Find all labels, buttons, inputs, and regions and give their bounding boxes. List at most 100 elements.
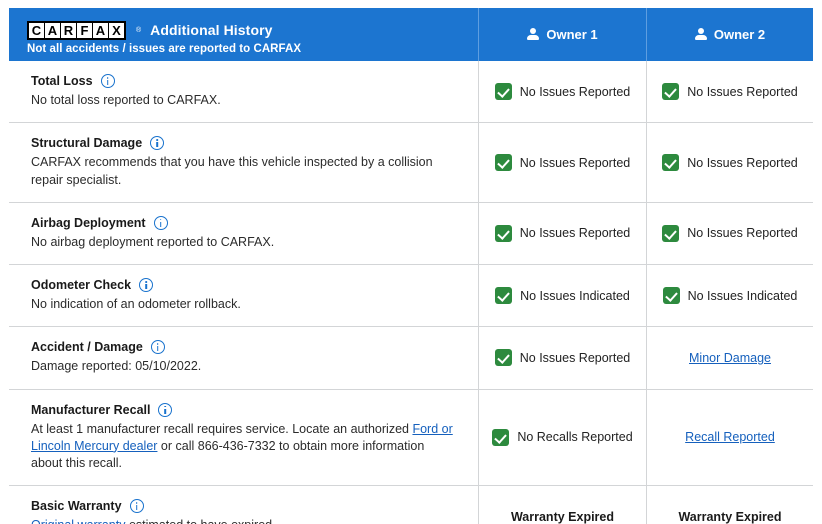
row-description-cell: Basic Warranty Original warranty estimat… — [9, 486, 478, 524]
owner-1-status-cell: No Issues Reported — [478, 123, 646, 202]
row-description: No indication of an odometer rollback. — [31, 297, 241, 311]
row-title: Total Loss — [31, 74, 454, 88]
owner-1-status-cell: Warranty Expired — [478, 486, 646, 524]
info-icon[interactable] — [100, 74, 115, 88]
column-header-owner-2: Owner 2 — [646, 8, 813, 61]
row-title: Basic Warranty — [31, 499, 454, 514]
status-ok: No Issues Reported — [662, 154, 798, 171]
status-label: No Issues Reported — [519, 155, 631, 170]
row-title: Structural Damage — [31, 136, 454, 151]
row-description: Original warranty estimated to have expi… — [31, 517, 454, 524]
status-ok: No Issues Reported — [494, 83, 631, 101]
ford-lincoln-mercury-dealer-link[interactable]: Ford or Lincoln Mercury dealer — [31, 421, 453, 453]
owner-2-status-cell: No Issues Reported — [646, 61, 813, 123]
row-description-cell: Airbag Deployment No airbag deployment r… — [9, 203, 478, 264]
table-row: Accident / Damage Damage reported: 05/10… — [9, 327, 813, 390]
green-check-icon — [492, 428, 510, 446]
original-warranty-link[interactable]: Original warranty — [31, 518, 125, 524]
row-description-before: At least 1 manufacturer recall requires … — [31, 421, 413, 436]
row-description: No airbag deployment reported to CARFAX. — [31, 234, 275, 249]
owner-2-status-cell: No Issues Reported — [646, 202, 813, 264]
table-row: Basic Warranty Original warranty estimat… — [9, 486, 813, 524]
table-row: Structural Damage CARFAX recommends that… — [9, 123, 813, 203]
header-subtitle: Not all accidents / issues are reported … — [27, 42, 302, 55]
row-title-label: Manufacturer Recall — [31, 402, 151, 417]
status-label: No Issues Reported — [519, 84, 631, 99]
status-label: No Issues Reported — [519, 350, 631, 365]
row-description: No total loss reported to CARFAX. — [31, 93, 221, 107]
row-title: Accident / Damage — [31, 340, 454, 355]
row-title: Airbag Deployment — [31, 215, 454, 230]
green-check-icon — [494, 83, 512, 101]
row-description-cell: Total Loss No total loss reported to CAR… — [9, 61, 478, 122]
row-title-label: Structural Damage — [31, 136, 143, 151]
status-label: No Recalls Reported — [517, 430, 633, 445]
green-check-icon — [494, 349, 512, 367]
status-label: Warranty Expired — [510, 509, 615, 524]
status-label: No Issues Indicated — [520, 288, 630, 303]
row-description-after: estimated to have expired. — [125, 518, 276, 524]
owner-1-status-cell: No Issues Reported — [478, 327, 646, 389]
column-header-owner-1: Owner 1 — [478, 8, 646, 61]
table-row: Total Loss No total loss reported to CAR… — [9, 61, 813, 124]
recall-reported-link[interactable]: Recall Reported — [685, 430, 775, 445]
status-label: No Issues Reported — [519, 226, 631, 241]
info-icon[interactable] — [150, 136, 165, 151]
status-label: No Issues Reported — [687, 84, 798, 99]
table-row: Odometer Check No indication of an odome… — [9, 265, 813, 328]
green-check-icon — [494, 154, 512, 171]
status-label: No Issues Reported — [687, 226, 798, 241]
row-title-label: Basic Warranty — [31, 499, 122, 514]
status-ok: No Issues Reported — [494, 224, 631, 242]
registered-trademark-mark: ® — [136, 26, 142, 34]
logo-letter: R — [61, 22, 76, 38]
row-description: At least 1 manufacturer recall requires … — [31, 421, 454, 473]
person-icon — [527, 28, 540, 41]
green-check-icon — [662, 154, 680, 171]
row-description-cell: Manufacturer Recall At least 1 manufactu… — [9, 390, 478, 486]
row-description-cell: Odometer Check No indication of an odome… — [9, 265, 478, 326]
green-check-icon — [662, 83, 680, 101]
page-title: Additional History — [150, 22, 273, 38]
row-description-cell: Structural Damage CARFAX recommends that… — [9, 123, 478, 202]
row-title-label: Airbag Deployment — [31, 215, 146, 230]
column-header-owner-2-label: Owner 2 — [713, 27, 766, 42]
row-title-label: Accident / Damage — [31, 340, 143, 355]
logo-letter: A — [93, 22, 108, 38]
info-icon[interactable] — [129, 499, 144, 514]
owner-1-status-cell: No Issues Indicated — [478, 265, 646, 327]
logo-letter: X — [109, 22, 124, 38]
row-title: Odometer Check — [31, 278, 454, 292]
owner-2-status-cell: Minor Damage — [646, 327, 813, 389]
row-description-after: or call 866-436-7332 to obtain more info… — [31, 438, 425, 470]
logo-letter: C — [29, 22, 44, 38]
owner-2-status-cell: Recall Reported — [646, 389, 813, 486]
table-row: Airbag Deployment No airbag deployment r… — [9, 202, 813, 265]
row-description-cell: Accident / Damage Damage reported: 05/10… — [9, 327, 478, 388]
green-check-icon — [662, 224, 680, 242]
info-icon[interactable] — [153, 215, 168, 230]
status-ok: No Issues Reported — [494, 154, 631, 171]
info-icon[interactable] — [158, 402, 173, 417]
green-check-icon — [662, 287, 680, 305]
owner-2-status-cell: No Issues Indicated — [646, 265, 813, 327]
table-row: Manufacturer Recall At least 1 manufactu… — [9, 389, 813, 487]
row-description: CARFAX recommends that you have this veh… — [31, 155, 433, 187]
logo-letter: A — [45, 22, 60, 38]
status-ok: No Issues Reported — [494, 349, 631, 367]
status-label: Warranty Expired — [678, 509, 782, 524]
row-title: Manufacturer Recall — [31, 402, 454, 417]
status-label: No Issues Reported — [687, 155, 798, 170]
info-icon[interactable] — [139, 278, 154, 292]
green-check-icon — [495, 287, 513, 305]
owner-2-status-cell: No Issues Reported — [646, 123, 813, 202]
owner-1-status-cell: No Issues Reported — [478, 61, 646, 123]
minor-damage-link[interactable]: Minor Damage — [689, 350, 771, 365]
info-icon[interactable] — [150, 340, 165, 355]
row-description: Damage reported: 05/10/2022. — [31, 359, 202, 374]
